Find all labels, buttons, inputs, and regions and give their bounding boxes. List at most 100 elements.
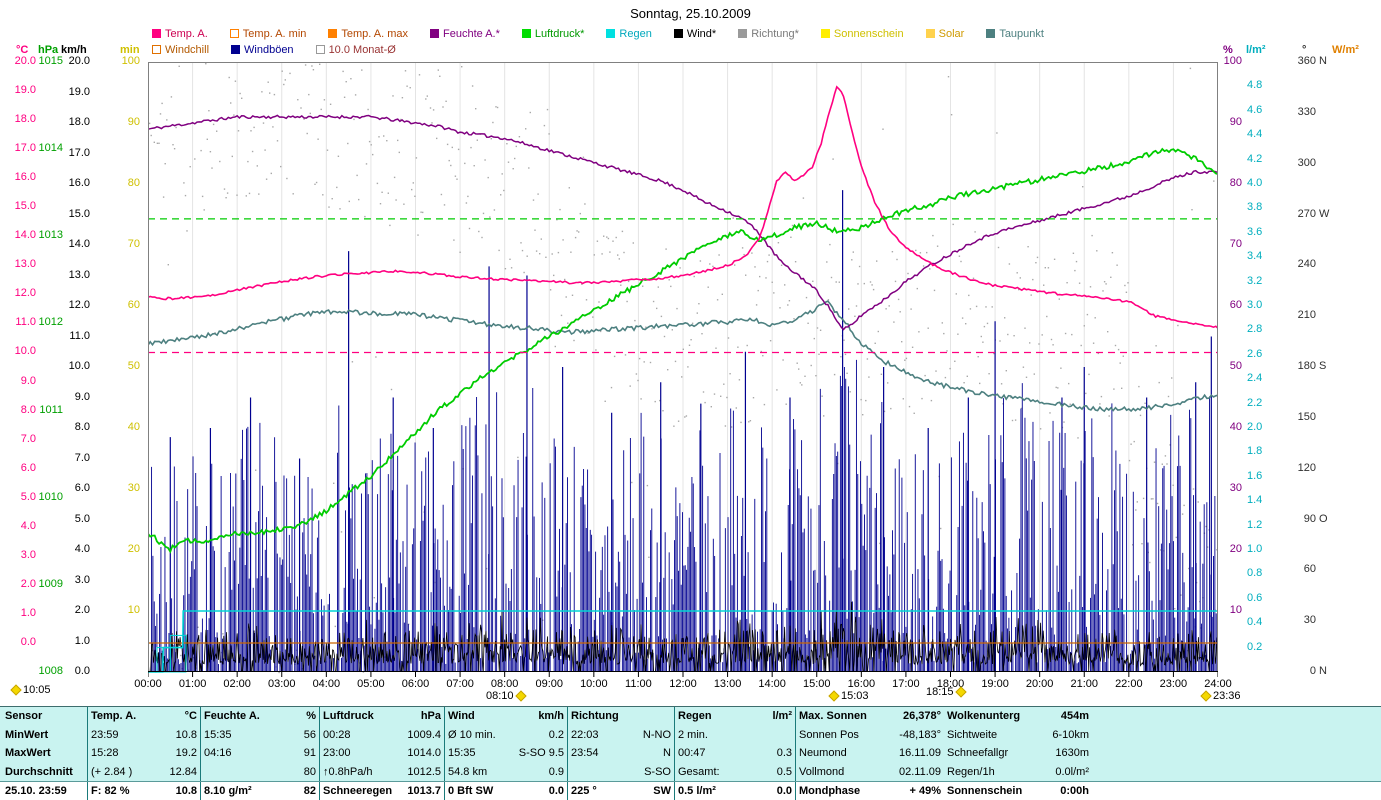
stat-cell-value: 82 — [303, 784, 316, 797]
direction-dot — [401, 97, 404, 99]
direction-dot — [755, 304, 758, 306]
direction-dot — [439, 75, 441, 77]
stat-cell-value: 10.8 — [175, 728, 197, 741]
direction-dot — [930, 399, 933, 402]
stat-cell-text: Mondphase — [799, 784, 861, 797]
direction-dot — [648, 556, 650, 558]
direction-dot — [1102, 290, 1104, 292]
direction-dot — [222, 633, 224, 635]
direction-dot — [1097, 352, 1099, 355]
stat-cell-text: 0 Bft SW — [448, 784, 494, 797]
conditions-col: Schneefallgr 1630m — [944, 744, 1092, 763]
direction-dot — [205, 63, 207, 65]
direction-dot — [896, 258, 898, 261]
stat-cell-text: 22:03 — [571, 728, 599, 741]
direction-dot — [798, 368, 800, 370]
direction-dot — [1105, 283, 1107, 285]
direction-dot — [1036, 256, 1039, 259]
direction-dot — [1164, 455, 1167, 457]
stat-cell-text — [571, 763, 621, 782]
direction-dot — [985, 306, 987, 308]
direction-dot — [958, 255, 961, 257]
axis-tick-label: 4.0 — [1247, 177, 1263, 189]
x-axis-label: 16:00 — [847, 678, 876, 690]
direction-dot — [1160, 549, 1162, 551]
direction-dot — [888, 305, 890, 307]
direction-dot — [194, 158, 196, 160]
direction-dot — [957, 333, 959, 335]
direction-dot — [162, 196, 165, 198]
axis-tick-label: 360 N — [1297, 55, 1327, 67]
direction-dot — [465, 202, 468, 204]
direction-dot — [718, 254, 720, 256]
stat-cell-text: 15:28 — [91, 747, 119, 760]
direction-dot — [1091, 234, 1093, 237]
direction-dot — [578, 231, 580, 233]
direction-dot — [375, 356, 377, 358]
direction-dot — [897, 298, 900, 301]
direction-dot — [688, 344, 691, 346]
stat-cell-value: 12.84 — [169, 765, 197, 778]
direction-dot — [947, 76, 950, 78]
axis-tick-label: 6.0 — [20, 461, 36, 474]
stats-row: Durchschnitt (+ 2.84 ) 12.84 80 ↑0.8hPa/h 101… — [0, 762, 1381, 782]
direction-dot — [1035, 262, 1037, 264]
direction-dot — [961, 317, 964, 319]
direction-dot — [1055, 386, 1057, 389]
stat-cell-text: 15:35 — [448, 747, 476, 760]
stat-cell-text: 23:00 — [323, 747, 351, 760]
direction-dot — [1152, 498, 1154, 500]
axis-tick-label: 11.0 — [15, 316, 36, 329]
axis-tick-label: 1.8 — [1247, 445, 1263, 458]
direction-dot — [612, 240, 614, 242]
direction-dot — [1117, 348, 1120, 351]
direction-dot — [832, 158, 834, 160]
direction-dot — [743, 253, 745, 256]
legend-label: Sonnenschein — [833, 27, 904, 40]
moon-marker-icon — [1200, 690, 1212, 702]
direction-dot — [381, 191, 383, 193]
astro-marker-time: 23:36 — [1213, 690, 1241, 702]
direction-dot — [1064, 332, 1067, 335]
direction-dot — [730, 426, 733, 428]
direction-dot — [813, 337, 815, 340]
direction-dot — [748, 421, 750, 423]
direction-dot — [312, 69, 315, 71]
direction-dot — [857, 283, 859, 285]
direction-dot — [485, 567, 488, 570]
direction-dot — [848, 308, 850, 310]
chart-plot-area[interactable] — [148, 62, 1218, 680]
direction-dot — [206, 138, 208, 140]
direction-dot — [663, 335, 666, 338]
direction-dot — [802, 197, 805, 199]
direction-dot — [626, 300, 628, 303]
direction-dot — [1197, 501, 1199, 503]
direction-dot — [159, 113, 162, 115]
direction-dot — [320, 108, 322, 111]
direction-dot — [339, 208, 341, 210]
axis-tick-label: 4.2 — [1247, 152, 1263, 165]
direction-dot — [219, 160, 221, 163]
axis-header-w-m: W/m² — [1332, 44, 1359, 56]
direction-dot — [148, 122, 151, 125]
astro-col: Neumond 16.11.09 — [796, 744, 944, 763]
direction-dot — [788, 300, 791, 302]
direction-dot — [565, 296, 567, 298]
direction-dot — [838, 281, 840, 283]
direction-dot — [1018, 288, 1020, 291]
direction-dot — [461, 66, 463, 68]
x-axis-label: 23:00 — [1159, 678, 1188, 690]
stat-cell-value: 1012.5 — [407, 765, 441, 778]
direction-dot — [676, 307, 678, 310]
direction-dot — [745, 274, 747, 276]
direction-dot — [654, 400, 656, 403]
axis-tick-label: 19.0 — [14, 84, 36, 97]
direction-dot — [657, 286, 659, 288]
direction-dot — [991, 306, 993, 308]
direction-dot — [1139, 414, 1142, 417]
axis-tick-label: 1.0 — [20, 606, 36, 619]
solar-swatch-icon — [925, 29, 935, 38]
direction-dot — [498, 249, 500, 252]
axis-tick-label: 1009 — [38, 577, 63, 590]
axis-tick-label: 40 — [127, 421, 140, 433]
